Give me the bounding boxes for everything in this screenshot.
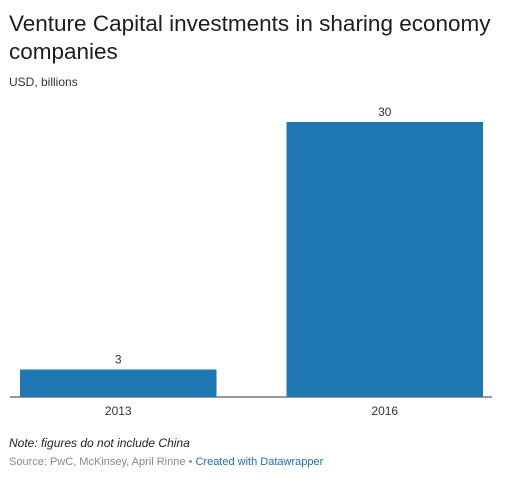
value-label-2013: 3	[115, 353, 122, 367]
source-separator: •	[188, 456, 193, 468]
x-tick-label-2016: 2016	[371, 404, 398, 418]
chart-subtitle: USD, billions	[9, 75, 78, 89]
x-tick-label-2013: 2013	[105, 404, 132, 418]
bar-chart: 3 2013 30 2016	[10, 105, 492, 418]
chart-title: Venture Capital investments in sharing e…	[9, 11, 491, 64]
bar-2013	[20, 369, 217, 397]
datawrapper-link[interactable]: Created with Datawrapper	[195, 456, 324, 468]
chart-note: Note: figures do not include China	[9, 436, 190, 450]
bar-2016	[286, 122, 483, 397]
source-text: Source: PwC, McKinsey, April Rinne	[9, 456, 186, 468]
value-label-2016: 30	[378, 105, 392, 119]
chart-source: Source: PwC, McKinsey, April Rinne • Cre…	[9, 456, 323, 468]
